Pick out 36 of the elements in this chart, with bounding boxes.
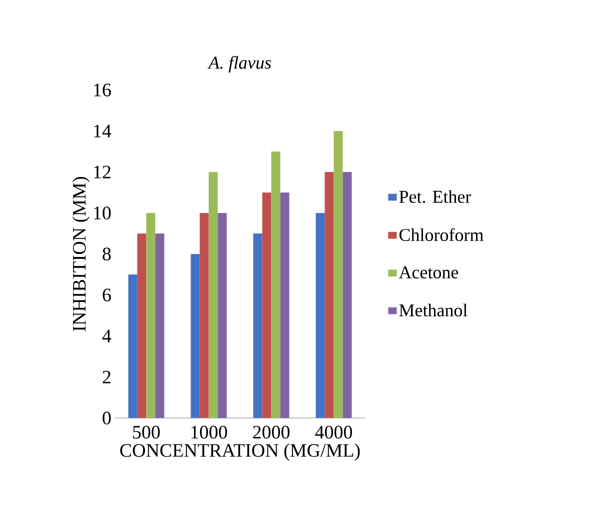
y-tick-label: 16 — [94, 84, 111, 96]
bar — [208, 172, 218, 418]
bar — [262, 192, 272, 418]
x-tick-label: 1000 — [191, 426, 228, 439]
bar — [146, 212, 156, 418]
y-tick-label: 14 — [94, 124, 112, 138]
y-tick-label: 6 — [102, 288, 111, 302]
bar — [218, 212, 227, 418]
chart-title: A. flavus — [208, 56, 271, 72]
x-tick-label: 500 — [133, 426, 160, 439]
y-tick-label: 12 — [94, 166, 110, 178]
y-axis-title: INHIBITION (MM) — [72, 177, 90, 332]
legend-label: Pet. Ether — [399, 190, 472, 203]
bar — [253, 233, 262, 418]
y-tick-label: 8 — [102, 248, 111, 260]
bar — [271, 151, 280, 418]
x-axis-title: CONCENTRATION (MG/ML) — [120, 443, 360, 461]
y-tick-label: 10 — [94, 206, 111, 220]
bar — [280, 192, 290, 418]
bar — [334, 130, 343, 418]
bar — [128, 274, 138, 418]
y-tick-label: 2 — [102, 370, 110, 384]
bar — [137, 233, 146, 418]
legend-label: Acetone — [398, 266, 458, 278]
legend-label: Methanol — [399, 304, 468, 316]
x-tick-label: 2000 — [253, 426, 290, 439]
bar — [324, 172, 334, 418]
bar — [316, 212, 325, 418]
legend-label: Chloroform — [399, 228, 484, 242]
bar — [200, 212, 209, 418]
bar — [155, 233, 164, 418]
y-tick-label: 4 — [102, 330, 112, 342]
bar — [190, 254, 200, 418]
y-tick-label: 0 — [102, 412, 111, 424]
x-tick-label: 4000 — [315, 426, 352, 439]
bar — [342, 172, 352, 418]
